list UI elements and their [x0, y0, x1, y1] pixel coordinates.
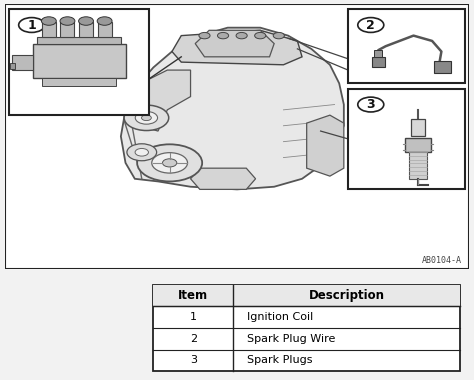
Circle shape [127, 144, 156, 161]
Polygon shape [121, 28, 344, 189]
Bar [10, 63, 15, 69]
Text: 3: 3 [190, 355, 197, 366]
Bar [405, 138, 431, 152]
Text: Ignition Coil: Ignition Coil [247, 312, 313, 322]
Bar [411, 119, 425, 136]
Circle shape [60, 17, 75, 25]
Text: Spark Plugs: Spark Plugs [247, 355, 312, 366]
Bar [12, 55, 33, 70]
Circle shape [199, 32, 210, 39]
Bar [61, 22, 74, 37]
Polygon shape [130, 70, 191, 131]
Circle shape [135, 111, 157, 124]
Circle shape [358, 17, 384, 32]
Polygon shape [195, 30, 274, 57]
Text: Spark Plug Wire: Spark Plug Wire [247, 334, 336, 344]
Text: 2: 2 [366, 19, 375, 32]
Text: 2: 2 [190, 334, 197, 344]
Bar [9, 9, 149, 115]
Polygon shape [191, 168, 255, 189]
Circle shape [163, 159, 177, 167]
Circle shape [358, 97, 384, 112]
Bar [154, 285, 460, 307]
Bar [37, 37, 121, 44]
Circle shape [97, 17, 112, 25]
Circle shape [142, 115, 151, 120]
Circle shape [137, 144, 202, 181]
Circle shape [236, 32, 247, 39]
Text: AB0104-A: AB0104-A [422, 256, 462, 265]
Bar [348, 9, 465, 83]
Circle shape [273, 32, 284, 39]
Text: Item: Item [178, 289, 208, 302]
Bar [42, 22, 56, 37]
Bar [98, 22, 111, 37]
Text: Description: Description [309, 289, 384, 302]
Text: 3: 3 [366, 98, 375, 111]
Bar [42, 78, 116, 86]
Text: 1: 1 [190, 312, 197, 322]
Bar [33, 44, 126, 78]
Text: 1: 1 [27, 19, 36, 32]
Circle shape [255, 32, 266, 39]
Bar [154, 285, 460, 371]
Bar [79, 22, 93, 37]
Circle shape [152, 153, 188, 173]
Bar [409, 152, 428, 179]
Bar [372, 57, 385, 67]
Polygon shape [172, 30, 302, 65]
Circle shape [41, 17, 56, 25]
Polygon shape [307, 115, 344, 176]
Circle shape [79, 17, 93, 25]
Circle shape [135, 149, 148, 156]
Bar [348, 89, 465, 189]
Circle shape [124, 105, 169, 130]
Circle shape [218, 32, 228, 39]
Bar [374, 50, 383, 57]
Bar [434, 61, 451, 73]
Circle shape [18, 17, 45, 32]
